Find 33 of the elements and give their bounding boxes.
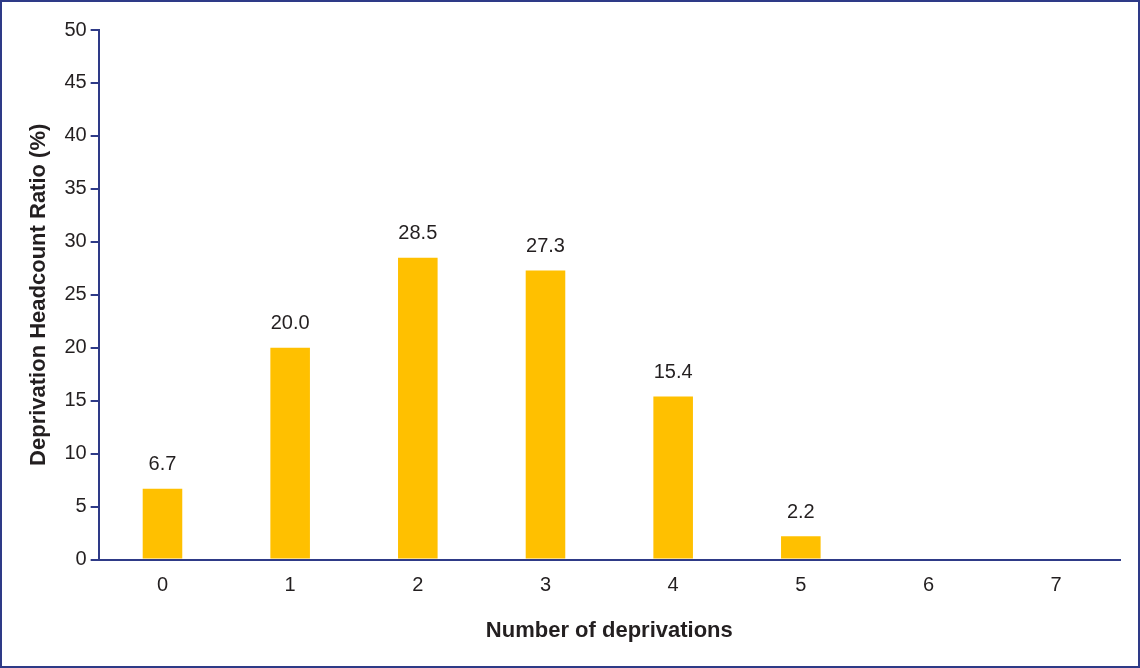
- y-tick-label: 20: [64, 335, 87, 358]
- bar: [525, 270, 566, 559]
- y-tick-label: 50: [64, 17, 87, 40]
- data-label: 15.4: [653, 360, 693, 382]
- data-label: 2.2: [786, 499, 815, 522]
- y-tick-label: 15: [64, 388, 87, 411]
- y-axis-title: Deprivation Headcount Ratio (%): [25, 123, 51, 466]
- x-tick-label: 5: [795, 573, 807, 596]
- bar: [781, 536, 821, 559]
- data-label: 27.3: [526, 233, 565, 256]
- y-tick-label: 0: [75, 547, 87, 570]
- x-tick-label: 3: [539, 573, 552, 596]
- data-label: 28.5: [398, 221, 438, 244]
- data-label: 20.0: [270, 311, 310, 334]
- x-tick-label: 7: [1050, 573, 1062, 596]
- y-tick-label: 40: [64, 123, 87, 146]
- y-tick-label: 10: [64, 441, 87, 464]
- y-tick-label: 5: [75, 494, 87, 517]
- bar: [398, 257, 438, 559]
- bar: [270, 347, 310, 559]
- x-axis-title: Number of deprivations: [485, 616, 733, 642]
- y-tick-label: 25: [64, 282, 87, 305]
- data-label: 6.7: [148, 452, 177, 475]
- y-tick-label: 45: [64, 70, 87, 93]
- bar: [653, 396, 693, 559]
- x-tick-label: 0: [156, 573, 169, 596]
- x-tick-label: 1: [284, 573, 296, 596]
- x-tick-label: 6: [922, 573, 935, 596]
- x-tick-label: 2: [412, 573, 424, 596]
- y-tick-label: 35: [64, 176, 87, 199]
- x-tick-label: 4: [667, 573, 679, 596]
- y-tick-label: 30: [64, 229, 87, 252]
- bar: [142, 488, 183, 559]
